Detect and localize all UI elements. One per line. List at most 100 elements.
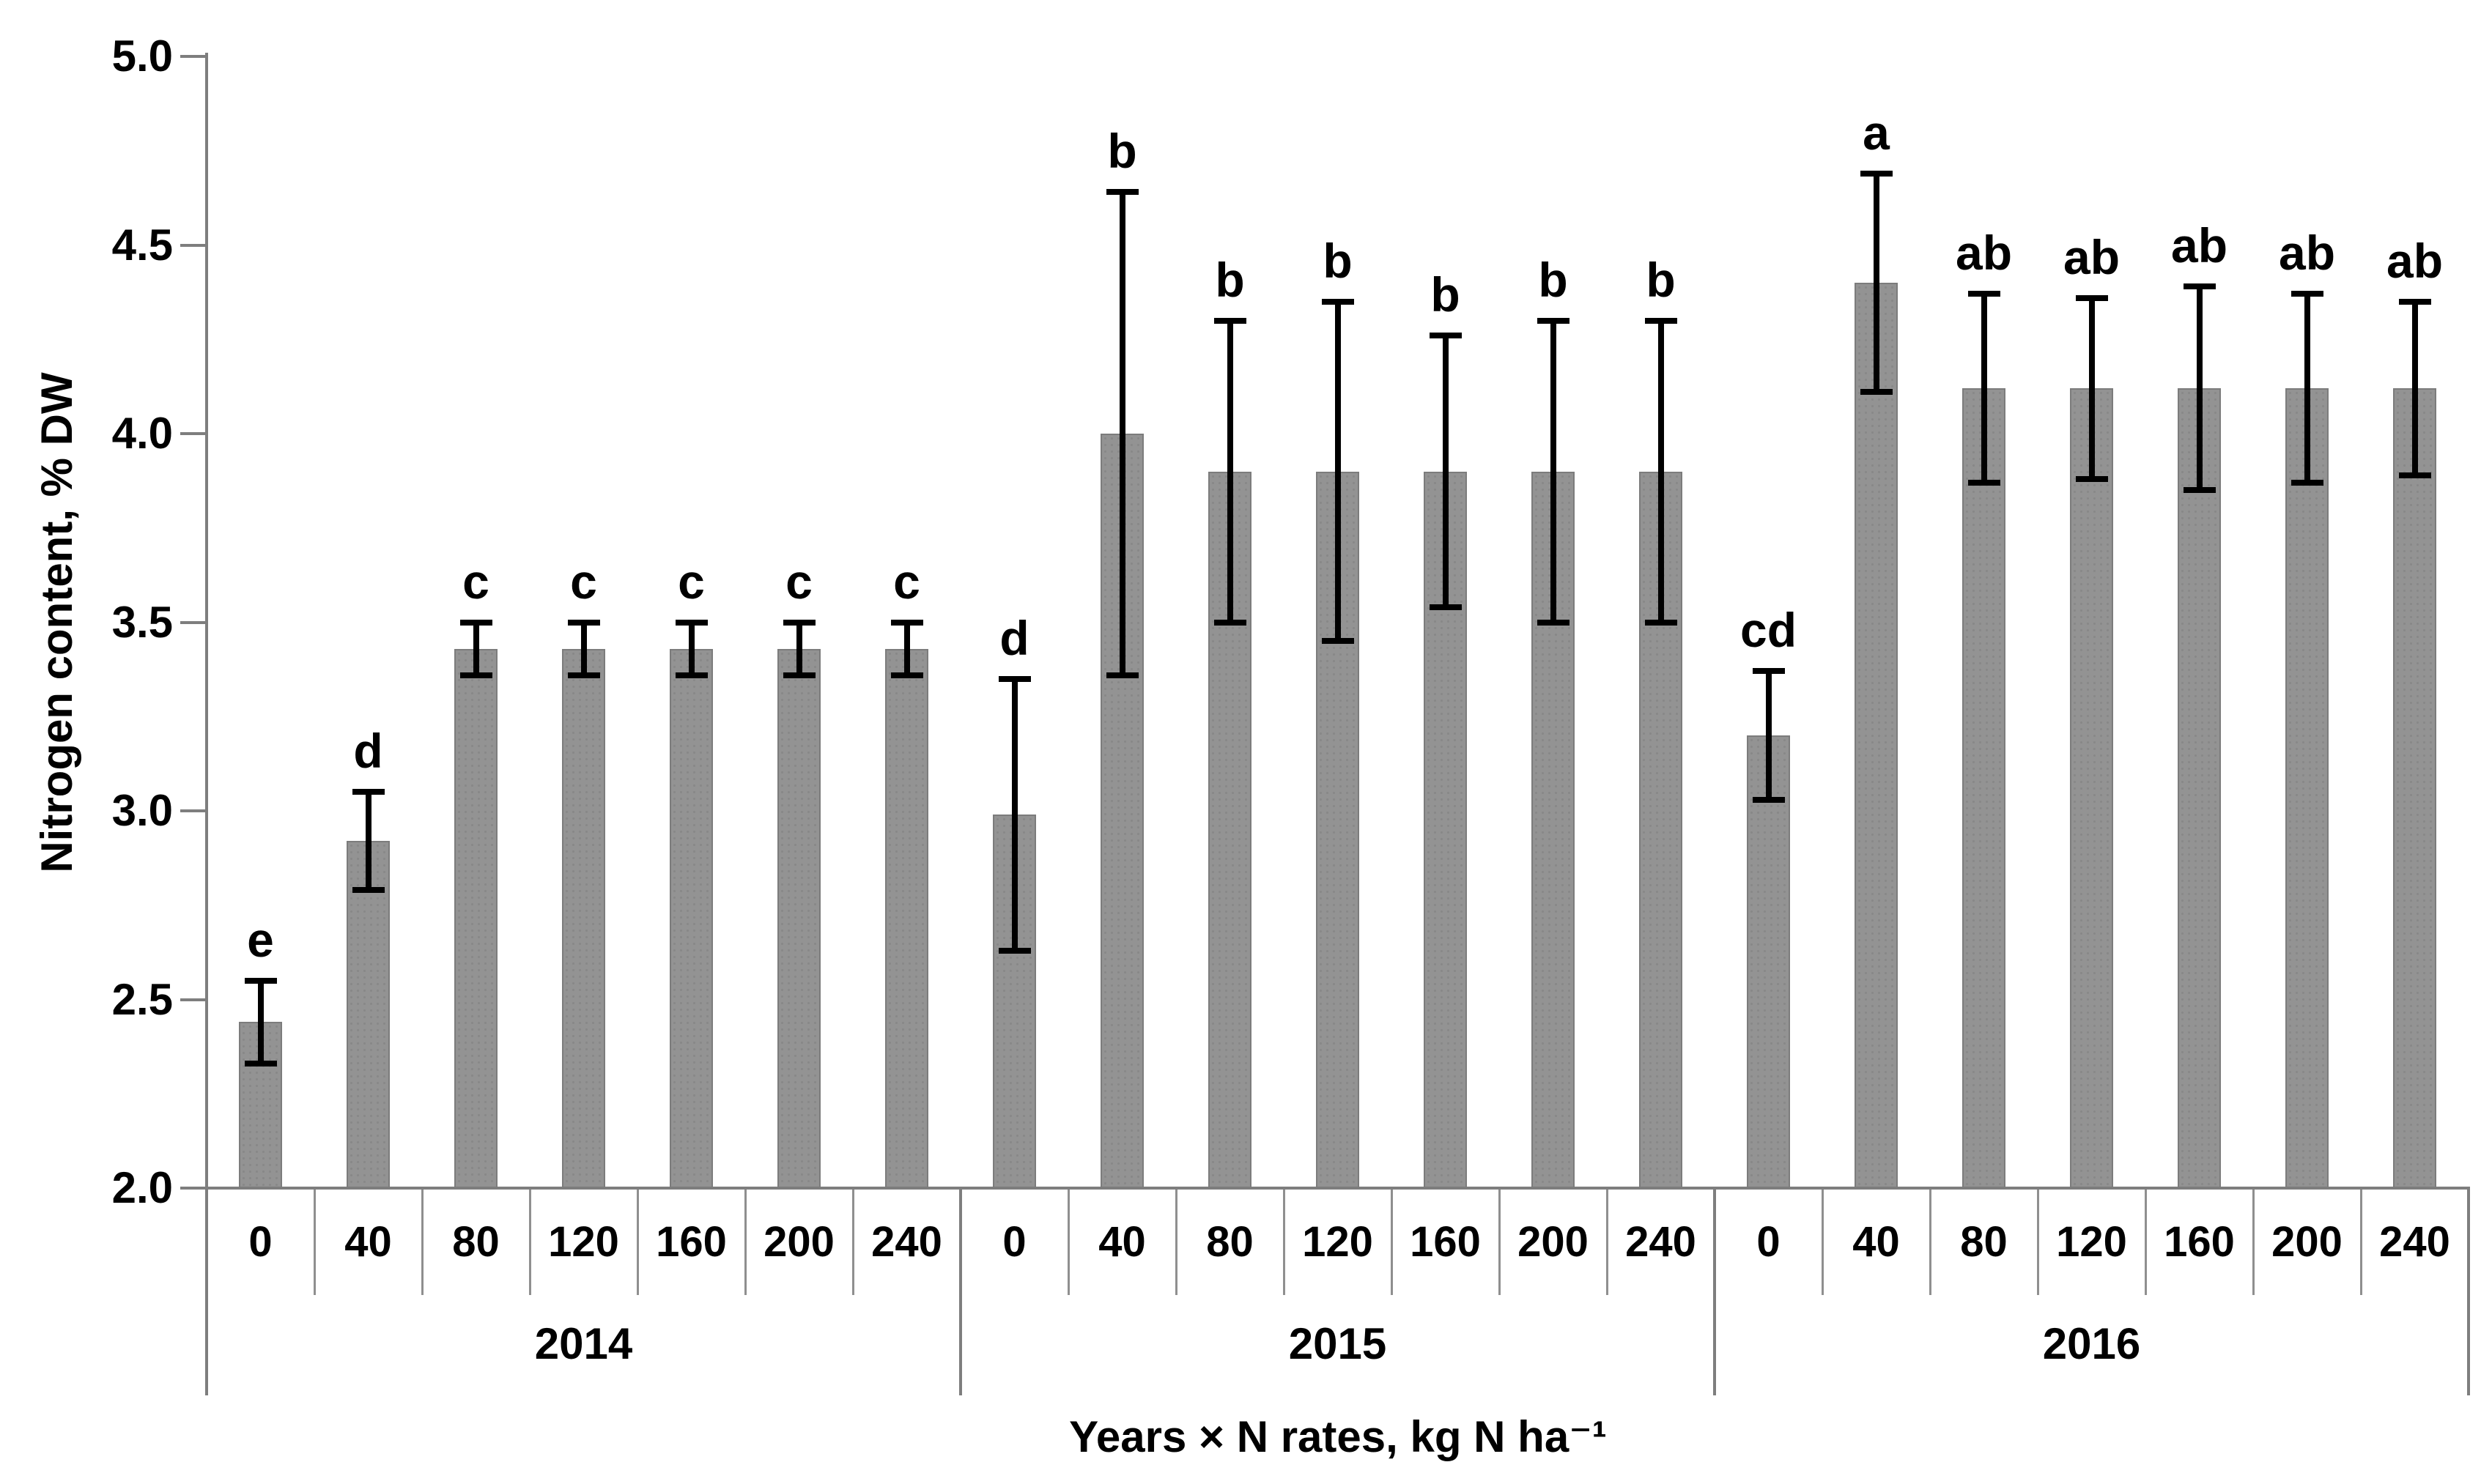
significance-letter: c: [893, 554, 920, 609]
error-bar-line: [1442, 335, 1449, 607]
rate-tick-label: 120: [548, 1218, 619, 1266]
y-tick-label: 3.0: [111, 786, 173, 835]
bar: [239, 1022, 282, 1188]
error-bar-cap-bottom: [998, 947, 1031, 954]
significance-letter: c: [570, 554, 597, 609]
category-separator-minor: [421, 1190, 424, 1295]
y-tick-mark: [180, 620, 205, 624]
bar: [454, 648, 498, 1188]
y-tick-label: 4.0: [111, 409, 173, 458]
error-bar-cap-top: [1860, 170, 1893, 177]
error-bar-cap-top: [1967, 291, 2000, 297]
category-separator-minor: [2252, 1190, 2255, 1295]
significance-letter: ab: [2278, 226, 2336, 281]
y-axis-line: [205, 53, 208, 1395]
error-bar-cap-top: [1429, 333, 1462, 339]
category-separator-minor: [2145, 1190, 2147, 1295]
category-separator-minor: [314, 1190, 316, 1295]
rate-tick-label: 80: [1960, 1218, 2008, 1266]
error-bar-cap-bottom: [675, 672, 708, 678]
error-bar-line: [1011, 678, 1018, 951]
category-separator-minor: [1929, 1190, 1931, 1295]
error-bar-cap-top: [1106, 189, 1139, 196]
error-bar-line: [2196, 286, 2203, 491]
bar: [1855, 283, 1898, 1188]
error-bar-cap-top: [1321, 298, 1354, 305]
rate-tick-label: 160: [2164, 1218, 2235, 1266]
error-bar-cap-top: [567, 619, 600, 626]
error-bar-cap-bottom: [1752, 796, 1785, 803]
rate-tick-label: 0: [248, 1218, 273, 1266]
significance-letter: b: [1323, 233, 1353, 288]
error-bar-cap-bottom: [890, 672, 923, 678]
bar: [1639, 471, 1682, 1188]
bar: [1531, 471, 1575, 1188]
significance-letter: b: [1430, 267, 1460, 322]
error-bar-line: [1334, 301, 1341, 642]
category-separator-minor: [1175, 1190, 1177, 1295]
significance-letter: cd: [1739, 603, 1797, 658]
category-separator-minor: [1068, 1190, 1070, 1295]
bar: [1747, 735, 1790, 1188]
rate-tick-label: 40: [344, 1218, 392, 1266]
error-bar-cap-bottom: [1429, 604, 1462, 610]
error-bar-cap-top: [998, 675, 1031, 682]
bar: [347, 841, 390, 1188]
significance-letter: ab: [1955, 226, 2013, 281]
rate-tick-label: 40: [1852, 1218, 1900, 1266]
bar: [777, 648, 821, 1188]
category-separator-minor: [1606, 1190, 1608, 1295]
category-separator-major: [1713, 1188, 1716, 1395]
error-bar-line: [580, 622, 587, 675]
error-bar-cap-top: [244, 977, 277, 984]
category-separator-minor: [2037, 1190, 2039, 1295]
error-bar-line: [365, 792, 371, 891]
significance-letter: d: [353, 724, 383, 779]
y-tick-label: 2.0: [111, 1163, 173, 1212]
error-bar-line: [1227, 320, 1233, 623]
error-bar-line: [1765, 671, 1772, 800]
significance-letter: b: [1107, 124, 1137, 179]
bar: [2285, 388, 2329, 1188]
significance-letter: b: [1215, 252, 1245, 307]
rate-tick-label: 240: [2379, 1218, 2450, 1266]
rate-tick-label: 240: [1625, 1218, 1696, 1266]
y-tick-mark: [180, 55, 205, 58]
error-bar-cap-top: [1644, 317, 1677, 324]
significance-letter: b: [1538, 252, 1568, 307]
error-bar-line: [1119, 192, 1125, 675]
rate-tick-label: 160: [656, 1218, 727, 1266]
bar: [2178, 388, 2221, 1188]
bar: [2393, 388, 2436, 1188]
error-bar-cap-bottom: [1106, 672, 1139, 678]
error-bar-cap-top: [2075, 294, 2108, 301]
rate-tick-label: 200: [763, 1218, 835, 1266]
error-bar-cap-bottom: [783, 672, 816, 678]
category-separator-minor: [744, 1190, 747, 1295]
year-group-label: 2014: [534, 1319, 633, 1368]
error-bar-line: [2304, 294, 2310, 483]
error-bar-line: [796, 622, 802, 675]
error-bar-line: [1550, 320, 1556, 623]
rate-tick-label: 160: [1410, 1218, 1481, 1266]
error-bar-cap-top: [783, 619, 816, 626]
significance-letter: ab: [2063, 229, 2121, 284]
error-bar-cap-top: [1213, 317, 1246, 324]
error-bar-line: [1873, 173, 1879, 393]
category-separator-minor: [1498, 1190, 1501, 1295]
rate-tick-label: 0: [1002, 1218, 1027, 1266]
y-tick-label: 5.0: [111, 31, 173, 81]
error-bar-cap-bottom: [244, 1061, 277, 1067]
rate-tick-label: 0: [1756, 1218, 1781, 1266]
significance-letter: ab: [2386, 233, 2444, 288]
x-axis-title: Years × N rates, kg N ha⁻¹: [1069, 1412, 1607, 1461]
significance-letter: ab: [2170, 218, 2228, 273]
category-separator-major: [2467, 1188, 2470, 1395]
error-bar-cap-bottom: [1537, 619, 1569, 626]
error-bar-cap-top: [459, 619, 492, 626]
error-bar-line: [2411, 301, 2418, 475]
error-bar-cap-top: [1537, 317, 1569, 324]
error-bar-cap-bottom: [2290, 479, 2323, 486]
bar: [885, 648, 928, 1188]
